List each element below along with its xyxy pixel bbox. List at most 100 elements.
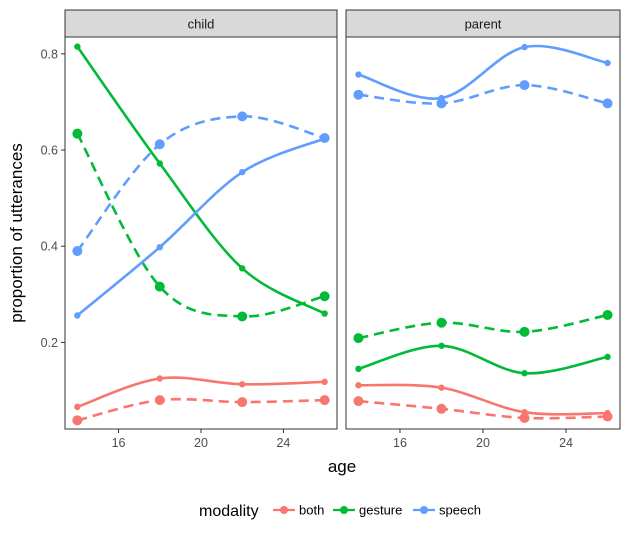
plot-area-parent [353,43,613,423]
data-point-child-gesture-solid-18 [156,160,163,167]
data-point-child-gesture-dashed-26 [319,291,330,302]
x-tick-label-child-24: 24 [276,436,290,450]
legend-label-speech: speech [439,503,481,518]
series-child-both-dashed [72,395,330,426]
series-line-child-both-dashed [77,397,325,422]
x-tick-label-child-16: 16 [112,436,126,450]
data-point-parent-gesture-solid-26 [604,353,611,361]
legend-item-both: both [273,503,324,518]
x-tick-label-parent-24: 24 [559,436,573,450]
data-point-child-both-solid-18 [156,375,163,382]
legend-key-speech-point [420,506,428,514]
plot-area-child [72,43,330,426]
y-tick-label-0.4: 0.4 [41,240,58,254]
series-parent-gesture-dashed [353,310,613,344]
strip-background-child [64,9,338,38]
data-point-parent-both-dashed-18 [436,403,447,414]
data-point-parent-both-dashed-14 [353,396,364,407]
strip-label-parent: parent [465,17,502,32]
data-point-child-gesture-solid-26 [321,310,328,317]
data-point-child-gesture-dashed-22 [237,311,248,322]
panel-parent [345,36,621,430]
data-point-parent-gesture-dashed-14 [353,333,364,344]
x-tick-label-child-20: 20 [194,436,208,450]
data-point-child-gesture-solid-22 [239,265,246,272]
data-point-parent-speech-solid-22 [521,43,528,51]
data-point-child-speech-solid-18 [156,243,163,251]
data-point-child-speech-solid-22 [239,168,246,176]
legend-item-speech: speech [413,503,481,518]
data-point-child-gesture-solid-14 [74,43,81,50]
y-tick-label-0.2: 0.2 [41,336,58,350]
x-tick-label-parent-20: 20 [476,436,490,450]
data-point-parent-gesture-dashed-26 [602,310,613,321]
series-parent-speech-dashed [353,80,613,109]
series-line-child-gesture-solid [76,45,326,315]
series-line-parent-both-solid [358,383,608,416]
series-line-child-both-solid [76,376,325,409]
data-point-child-both-solid-14 [74,403,81,411]
panel-child [64,36,338,430]
y-tick-label-0.8: 0.8 [41,47,58,61]
legend-label-gesture: gesture [359,503,402,518]
data-point-parent-speech-dashed-18 [436,98,447,109]
data-point-parent-both-solid-18 [438,384,445,391]
data-point-child-gesture-dashed-14 [72,128,83,139]
data-point-child-speech-dashed-18 [154,139,165,150]
data-point-parent-gesture-solid-18 [438,342,445,349]
data-point-child-both-dashed-14 [72,415,83,426]
strip-background-parent [345,9,621,38]
series-parent-gesture-solid [355,342,611,377]
legend-title: modality [199,503,259,520]
series-line-parent-speech-solid [358,44,608,100]
series-line-parent-both-dashed [358,399,608,420]
series-child-speech-dashed [72,111,330,257]
x-axis-child: 16 20 24 [112,429,290,450]
data-point-parent-speech-solid-14 [355,71,362,78]
series-line-child-gesture-dashed [76,133,325,318]
facet-parent: parent [345,9,621,430]
series-line-parent-gesture-solid [358,344,608,375]
data-point-parent-both-solid-14 [355,382,362,389]
data-point-child-speech-solid-14 [74,312,81,319]
data-point-parent-gesture-dashed-22 [519,326,530,337]
series-child-gesture-dashed [72,128,330,322]
y-axis: 0.2 0.4 0.6 0.8 [41,47,65,350]
series-line-child-speech-dashed [76,115,325,252]
data-point-child-speech-dashed-22 [237,111,248,122]
legend-item-gesture: gesture [333,503,402,518]
legend-key-gesture-point [340,506,348,514]
data-point-child-speech-dashed-14 [72,246,83,257]
data-point-parent-both-dashed-22 [519,412,530,423]
data-point-child-both-solid-22 [239,381,246,388]
y-tick-label-0.6: 0.6 [41,144,58,158]
data-point-parent-gesture-solid-22 [521,370,528,377]
data-point-parent-both-dashed-26 [602,411,613,422]
facet-child: child [64,9,338,430]
legend-key-both-point [280,506,288,514]
y-axis-title: proportion of utterances [7,143,26,323]
series-child-both-solid [74,375,328,411]
data-point-parent-speech-dashed-22 [519,80,530,91]
series-line-parent-speech-dashed [358,83,608,105]
data-point-child-both-dashed-22 [237,397,248,408]
data-point-child-speech-dashed-26 [319,133,330,144]
strip-label-child: child [188,17,215,32]
series-parent-speech-solid [355,43,611,102]
data-point-child-gesture-dashed-18 [154,281,165,292]
data-point-child-both-dashed-18 [154,395,165,406]
x-tick-label-parent-16: 16 [393,436,407,450]
data-point-parent-speech-dashed-26 [602,98,613,109]
data-point-parent-speech-dashed-14 [353,89,364,100]
data-point-parent-speech-solid-26 [604,59,611,67]
series-line-parent-gesture-dashed [358,313,608,340]
x-axis-title: age [328,457,356,476]
data-point-parent-gesture-solid-14 [355,365,362,373]
legend-label-both: both [299,503,324,518]
series-line-child-speech-solid [76,137,326,317]
data-point-child-both-dashed-26 [319,395,330,406]
data-point-parent-gesture-dashed-18 [436,317,447,328]
series-child-gesture-solid [74,43,328,317]
data-point-child-both-solid-26 [321,378,328,386]
